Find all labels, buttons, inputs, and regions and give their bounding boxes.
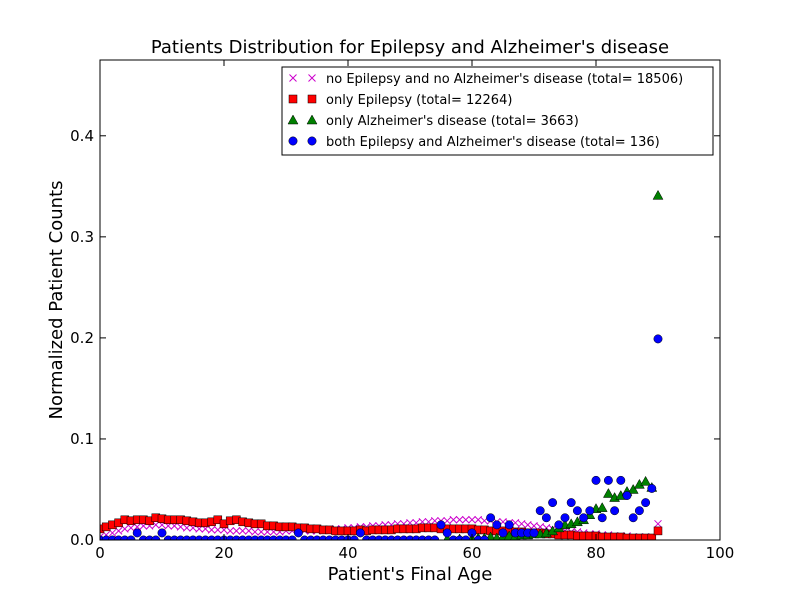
x-tick-label: 40	[338, 544, 357, 562]
data-point	[641, 498, 651, 508]
plot-markers	[100, 189, 664, 540]
data-point	[610, 506, 620, 516]
y-tick-label: 0.2	[70, 329, 94, 347]
data-point	[355, 528, 365, 538]
x-tick-label: 60	[462, 544, 481, 562]
data-point	[504, 520, 514, 530]
legend-item-3: only Alzheimer's disease (total= 3663)	[287, 114, 579, 129]
data-point	[572, 506, 582, 516]
data-point	[596, 502, 608, 512]
data-point	[492, 532, 501, 540]
data-point	[560, 513, 570, 523]
data-point	[597, 513, 607, 523]
data-point	[541, 513, 551, 523]
data-point	[548, 498, 558, 508]
legend-label: only Alzheimer's disease (total= 3663)	[326, 114, 579, 129]
y-tick-label: 0.4	[70, 127, 94, 145]
data-point	[640, 475, 652, 486]
data-point	[627, 483, 639, 494]
data-point	[652, 189, 664, 200]
series-3	[443, 189, 664, 540]
x-tick-label: 100	[706, 544, 735, 562]
data-point	[647, 484, 657, 493]
y-axis-label: Normalized Patient Counts	[46, 180, 67, 419]
x-axis-label: Patient's Final Age	[328, 564, 493, 585]
data-point	[226, 527, 235, 535]
data-point	[530, 521, 538, 530]
data-point	[293, 528, 303, 538]
x-axis-ticks: 0 20 40 60 80 100	[95, 60, 734, 562]
data-point	[468, 515, 476, 524]
x-tick-label: 80	[586, 544, 605, 562]
data-point	[628, 513, 638, 523]
data-point	[554, 520, 564, 530]
data-point	[127, 524, 135, 532]
legend-label: both Epilepsy and Alzheimer's disease (t…	[326, 135, 660, 150]
data-point	[566, 498, 576, 508]
legend-marker	[289, 74, 297, 82]
legend-marker	[306, 114, 318, 125]
data-point	[244, 527, 253, 535]
x-tick-label: 0	[95, 544, 105, 562]
data-point	[461, 515, 470, 524]
data-point	[523, 520, 532, 529]
data-point	[647, 533, 657, 540]
legend-item-2: only Epilepsy (total= 12264)	[288, 93, 512, 108]
data-point	[455, 515, 464, 524]
series-4	[100, 334, 663, 540]
data-point	[486, 513, 496, 523]
data-point	[616, 475, 626, 485]
y-tick-label: 0.3	[70, 228, 94, 246]
data-point	[517, 519, 526, 528]
data-point	[157, 528, 167, 538]
data-point	[492, 520, 502, 530]
legend-marker	[287, 114, 299, 125]
data-point	[238, 527, 247, 535]
data-point	[529, 528, 539, 538]
legend-item-4: both Epilepsy and Alzheimer's disease (t…	[288, 135, 660, 150]
data-point	[602, 488, 614, 498]
legend-box	[281, 66, 714, 156]
data-point	[442, 528, 452, 538]
data-point	[535, 506, 545, 516]
data-point	[585, 506, 595, 516]
data-point	[622, 491, 632, 500]
data-point	[207, 526, 216, 534]
legend-label: only Epilepsy (total= 12264)	[326, 93, 512, 108]
y-tick-label: 0.1	[70, 430, 94, 448]
data-point	[232, 527, 241, 535]
legend-label: no Epilepsy and no Alzheimer's disease (…	[326, 72, 683, 87]
data-point	[653, 334, 663, 344]
chart-title: Patients Distribution for Epilepsy and A…	[151, 37, 669, 58]
legend-marker	[307, 136, 317, 146]
data-point	[603, 475, 613, 485]
data-point	[634, 506, 644, 516]
legend-marker	[288, 94, 298, 104]
data-point	[591, 475, 601, 485]
data-point	[474, 515, 483, 524]
y-tick-label: 0.0	[70, 531, 94, 549]
legend: no Epilepsy and no Alzheimer's disease (…	[281, 66, 714, 156]
legend-marker	[307, 94, 317, 104]
legend-marker	[288, 136, 298, 146]
legend-marker	[308, 74, 316, 82]
data-point	[449, 515, 458, 524]
data-point	[251, 528, 259, 536]
data-point	[436, 520, 446, 530]
y-axis-ticks: 0.0 0.1 0.2 0.3 0.4	[70, 127, 720, 549]
data-point	[579, 513, 589, 523]
data-point	[498, 528, 508, 538]
plot-frame	[99, 59, 721, 541]
data-point	[132, 528, 142, 538]
legend-item-1: no Epilepsy and no Alzheimer's disease (…	[289, 72, 683, 87]
data-point	[654, 519, 662, 528]
x-tick-label: 20	[214, 544, 233, 562]
data-point	[653, 526, 663, 536]
